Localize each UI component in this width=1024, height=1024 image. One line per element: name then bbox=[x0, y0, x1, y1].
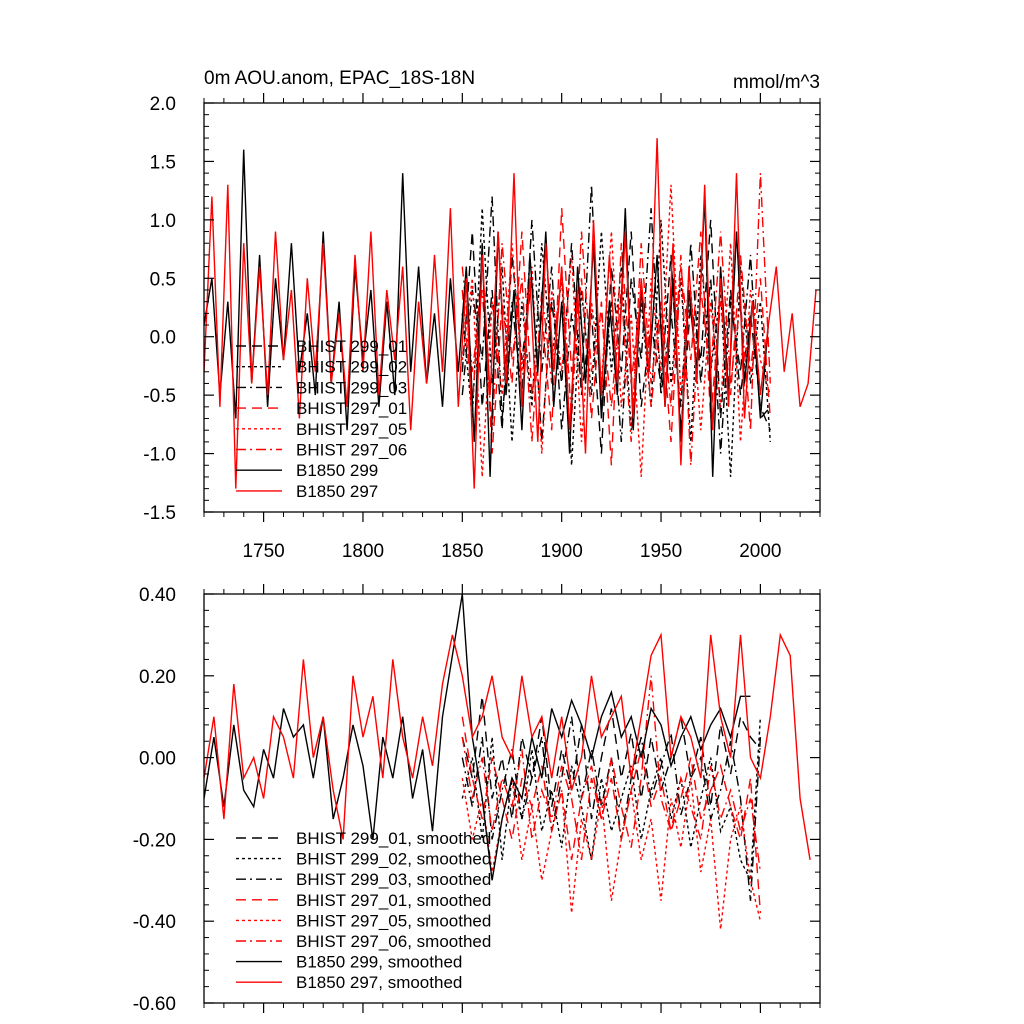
top-legend-label: B1850 297 bbox=[296, 482, 378, 501]
top-x-tick-label: 2000 bbox=[739, 541, 781, 562]
bottom-series-line-5 bbox=[461, 777, 762, 930]
bottom-series-line-4 bbox=[461, 716, 762, 914]
top-y-tick-label: -0.5 bbox=[143, 386, 176, 407]
bottom-legend-label: BHIST 299_02, smoothed bbox=[296, 850, 491, 869]
bottom-legend-label: BHIST 299_01, smoothed bbox=[296, 829, 491, 848]
bottom-y-tick-label: -0.40 bbox=[133, 912, 176, 933]
bottom-series-line-6 bbox=[461, 675, 762, 873]
top-series-line-8 bbox=[204, 138, 817, 489]
bottom-legend-label: BHIST 299_03, smoothed bbox=[296, 870, 491, 889]
top-x-tick-label: 1850 bbox=[441, 541, 483, 562]
top-legend-label: BHIST 299_01 bbox=[296, 337, 407, 356]
bottom-legend: BHIST 299_01, smoothed BHIST 299_02, smoo… bbox=[236, 829, 491, 992]
bottom-y-tick-label: 0.00 bbox=[139, 749, 176, 770]
top-y-tick-label: 0.5 bbox=[150, 269, 176, 290]
bottom-series-line-8 bbox=[204, 632, 811, 861]
top-panel-title: 0m AOU.anom, EPAC_18S-18N bbox=[204, 68, 475, 89]
bottom-legend-label: BHIST 297_01, smoothed bbox=[296, 891, 491, 910]
bottom-legend-label: BHIST 297_06, smoothed bbox=[296, 932, 491, 951]
top-legend-label: BHIST 297_06 bbox=[296, 441, 407, 460]
bottom-y-tick-label: 0.40 bbox=[139, 585, 176, 606]
top-x-tick-label: 1800 bbox=[342, 541, 384, 562]
top-x-tick-label: 1900 bbox=[541, 541, 583, 562]
bottom-plot-frame bbox=[203, 593, 821, 1004]
top-y-tick-label: 2.0 bbox=[150, 94, 176, 115]
top-panel: 0m AOU.anom, EPAC_18S-18N mmol/m^3 BHIST… bbox=[143, 68, 821, 562]
top-legend-label: BHIST 299_02 bbox=[296, 358, 407, 377]
top-x-tick-label: 1750 bbox=[242, 541, 284, 562]
top-y-tick-label: -1.5 bbox=[143, 503, 176, 524]
top-y-tick-label: -1.0 bbox=[143, 445, 176, 466]
top-series-line-6 bbox=[461, 173, 771, 466]
top-legend-label: B1850 299 bbox=[296, 461, 378, 480]
top-legend-label: BHIST 299_03 bbox=[296, 378, 407, 397]
top-series-line-5 bbox=[461, 184, 771, 477]
bottom-panel: BHIST 299_01, smoothed BHIST 299_02, smoo… bbox=[133, 584, 821, 1015]
top-legend-label: BHIST 297_01 bbox=[296, 399, 407, 418]
bottom-legend-label: B1850 299, smoothed bbox=[296, 953, 462, 972]
bottom-series-line-1 bbox=[461, 696, 761, 820]
bottom-legend-label: BHIST 297_05, smoothed bbox=[296, 911, 491, 930]
top-panel-units: mmol/m^3 bbox=[733, 72, 820, 93]
bottom-y-tick-label: -0.20 bbox=[133, 830, 176, 851]
bottom-series-line-7 bbox=[204, 594, 751, 881]
top-y-tick-label: 1.0 bbox=[150, 211, 176, 232]
top-legend-label: BHIST 297_05 bbox=[296, 420, 407, 439]
top-y-tick-label: 1.5 bbox=[150, 152, 176, 173]
top-y-tick-label: 0.0 bbox=[150, 328, 176, 349]
bottom-y-tick-label: -0.60 bbox=[133, 994, 176, 1015]
bottom-y-tick-label: 0.20 bbox=[139, 667, 176, 688]
top-plot-frame bbox=[203, 102, 821, 513]
bottom-legend-label: B1850 297, smoothed bbox=[296, 973, 462, 992]
top-series-line-7 bbox=[204, 149, 769, 477]
top-x-tick-label: 1950 bbox=[640, 541, 682, 562]
top-series-line-3 bbox=[461, 184, 771, 454]
